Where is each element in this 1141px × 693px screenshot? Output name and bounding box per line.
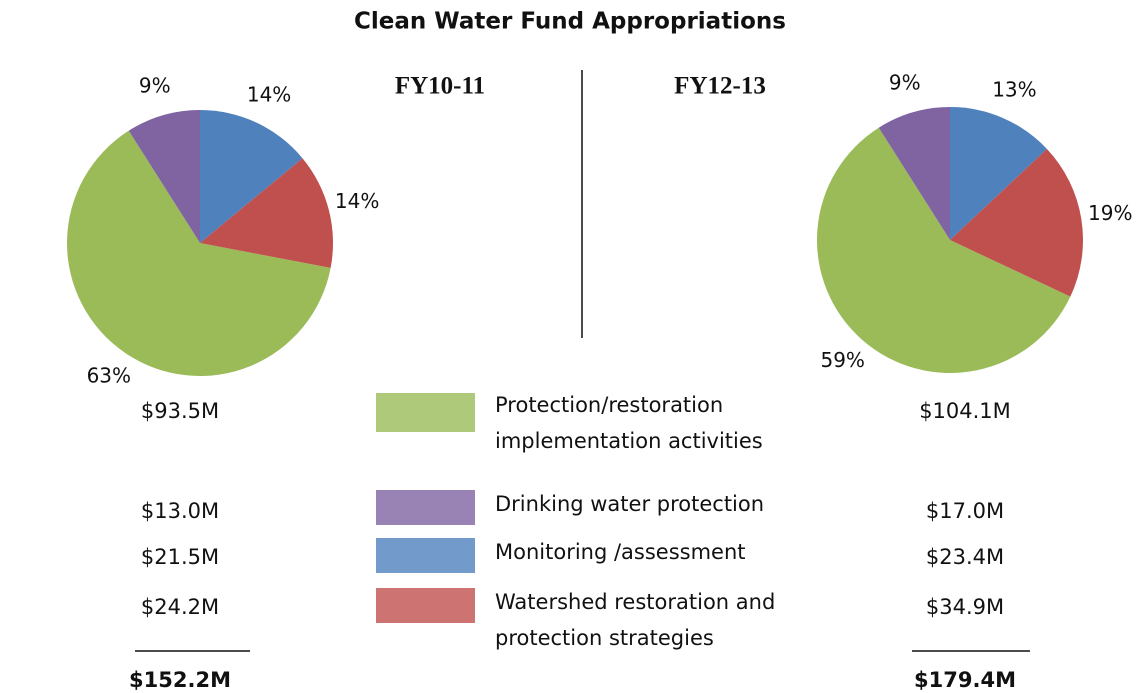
pie-slice	[817, 127, 1071, 373]
slice-label: 63%	[87, 364, 131, 388]
pie-slice	[950, 148, 1083, 297]
total: $179.4M	[914, 668, 1016, 692]
pie-slice	[200, 110, 303, 243]
pie-slice	[200, 158, 333, 268]
amount: $13.0M	[141, 499, 219, 523]
slice-label: 59%	[820, 348, 864, 372]
amount: $17.0M	[926, 499, 1004, 523]
legend-swatch	[376, 588, 475, 623]
slice-label: 14%	[247, 83, 291, 107]
total: $152.2M	[129, 668, 231, 692]
pie-slice	[878, 107, 950, 240]
pie-slice	[66, 130, 331, 377]
amount: $104.1M	[919, 399, 1011, 423]
slice-label: 9%	[889, 71, 921, 95]
slice-label: 13%	[992, 78, 1036, 102]
amount: $34.9M	[926, 595, 1004, 619]
legend-swatch	[376, 393, 475, 432]
legend-label: Monitoring /assessment	[495, 540, 746, 564]
amount: $23.4M	[926, 545, 1004, 569]
pie-slice	[950, 107, 1047, 240]
legend-label: Watershed restoration and protection str…	[495, 590, 776, 650]
amount: $21.5M	[141, 545, 219, 569]
pie-slice	[128, 110, 200, 243]
legend-label: Drinking water protection	[495, 492, 765, 516]
chart-title: Clean Water Fund Appropriations	[354, 9, 786, 35]
slice-label: 19%	[1088, 201, 1132, 225]
pie-title: FY10-11	[395, 73, 485, 100]
amount: $24.2M	[141, 595, 219, 619]
pie-title: FY12-13	[674, 73, 766, 100]
slice-label: 14%	[335, 189, 379, 213]
legend-swatch	[376, 538, 475, 573]
slice-label: 9%	[139, 74, 171, 98]
legend-swatch	[376, 490, 475, 525]
amount: $93.5M	[141, 399, 219, 423]
legend-label: Protection/restoration implementation ac…	[495, 393, 763, 453]
